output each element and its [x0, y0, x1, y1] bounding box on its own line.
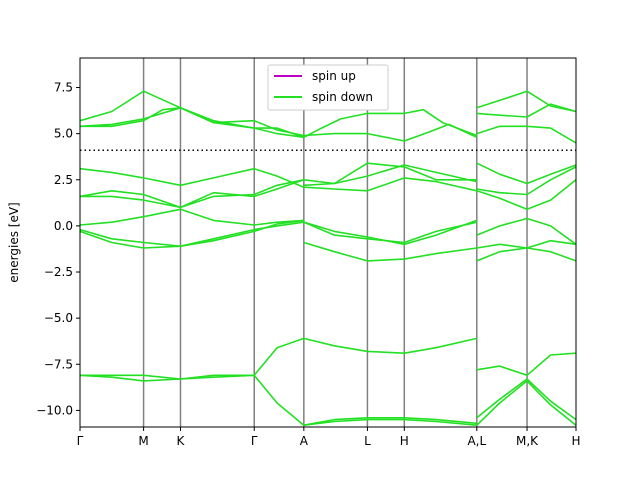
- x-tick-label: M,K: [516, 434, 539, 448]
- axes-frame: [79, 57, 577, 428]
- band-line: [303, 162, 477, 185]
- y-tick-label: −5.0: [44, 311, 73, 325]
- x-tick-label: H: [571, 434, 580, 448]
- y-tick-label: 7.5: [54, 81, 73, 95]
- y-tick-label: −7.5: [44, 357, 73, 371]
- band-line: [80, 374, 255, 380]
- band-line: [476, 380, 577, 426]
- legend-label-spin-down: spin down: [312, 90, 373, 104]
- x-tick-label: H: [400, 434, 409, 448]
- x-tick-label: A,L: [467, 434, 486, 448]
- x-tick-label: A: [300, 434, 309, 448]
- x-tick-label: M: [138, 434, 148, 448]
- band-line: [476, 162, 577, 185]
- plot-area: [79, 58, 577, 427]
- band-line: [79, 107, 305, 139]
- legend-label-spin-up: spin up: [312, 69, 356, 83]
- band-line: [476, 103, 577, 118]
- x-tick-label: K: [177, 434, 186, 448]
- band-line: [303, 108, 478, 139]
- x-tick-label: L: [364, 434, 371, 448]
- y-tick-label: −2.5: [44, 265, 73, 279]
- band-line: [476, 239, 577, 249]
- band-line: [80, 179, 304, 209]
- band-line: [476, 179, 577, 211]
- y-tick-label: −10.0: [36, 403, 73, 417]
- band-line: [79, 374, 255, 382]
- band-line: [303, 177, 477, 192]
- band-line: [79, 179, 305, 209]
- y-tick-label: 5.0: [54, 127, 73, 141]
- band-line: [303, 123, 478, 142]
- band-line: [303, 241, 477, 262]
- y-tick-label: 2.5: [54, 173, 73, 187]
- x-tick-label: Γ: [251, 434, 258, 448]
- band-line: [79, 221, 304, 249]
- x-tick-label: Γ: [77, 434, 84, 448]
- band-line: [476, 166, 577, 196]
- band-line: [476, 125, 577, 144]
- band-line: [80, 107, 304, 139]
- band-line: [476, 352, 577, 377]
- band-line: [303, 164, 477, 187]
- band-line: [303, 417, 477, 426]
- legend: spin up spin down: [267, 64, 389, 111]
- band-line: [79, 219, 304, 247]
- band-lines: [79, 90, 577, 426]
- y-tick-label: 0.0: [54, 219, 73, 233]
- band-line: [79, 208, 304, 226]
- band-line: [79, 167, 305, 188]
- band-line: [476, 217, 577, 245]
- y-axis-ticks: −10.0 −7.5 −5.0 −2.5 0.0 2.5 5.0 7.5: [36, 81, 80, 417]
- band-line: [476, 378, 577, 421]
- band-line: [253, 374, 477, 426]
- band-line: [303, 221, 477, 244]
- band-line: [253, 337, 477, 376]
- band-line: [476, 90, 577, 113]
- y-axis-label: energies [eV]: [7, 202, 21, 282]
- x-axis-ticks: Γ M K Γ A L H A,L M,K H: [77, 427, 581, 448]
